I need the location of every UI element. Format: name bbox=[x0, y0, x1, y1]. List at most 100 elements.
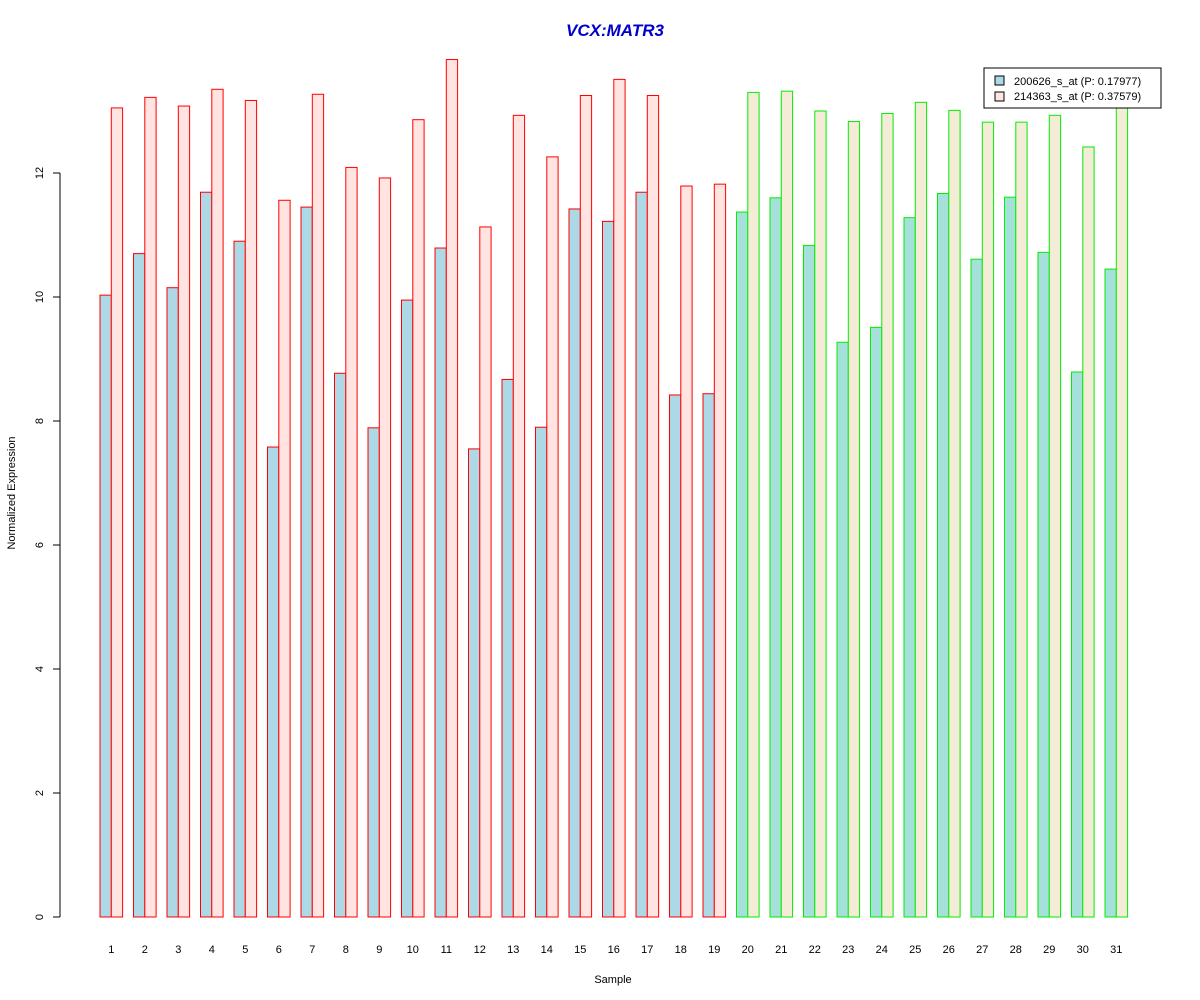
bar-series-1 bbox=[401, 299, 414, 918]
x-tick-label: 27 bbox=[976, 944, 988, 956]
bar-series-1 bbox=[166, 287, 179, 918]
bar-series-1 bbox=[535, 426, 548, 918]
x-tick-label: 25 bbox=[909, 944, 921, 956]
x-tick-label: 17 bbox=[641, 944, 653, 956]
y-tick-label: 8 bbox=[34, 418, 46, 424]
bar-series-2 bbox=[345, 166, 358, 918]
bar-series-2 bbox=[914, 101, 928, 918]
bar-series-1 bbox=[468, 448, 481, 918]
bar-series-2 bbox=[881, 112, 894, 918]
x-tick-label: 20 bbox=[742, 944, 754, 956]
bar-series-1 bbox=[501, 378, 514, 918]
y-tick-label: 4 bbox=[34, 666, 46, 672]
bar-series-2 bbox=[613, 78, 626, 918]
bar-series-1 bbox=[367, 427, 380, 918]
x-tick-label: 15 bbox=[574, 944, 586, 956]
bar-series-2 bbox=[747, 91, 760, 918]
x-tick-label: 8 bbox=[343, 944, 349, 956]
chart-title: VCX:MATR3 bbox=[566, 21, 664, 40]
bar-series-2 bbox=[981, 121, 995, 918]
bar-series-2 bbox=[780, 90, 794, 918]
bar-series-1 bbox=[669, 394, 682, 918]
bar-series-2 bbox=[177, 105, 191, 918]
legend-swatch-series-2 bbox=[994, 91, 1005, 102]
legend-box bbox=[983, 67, 1162, 109]
bar-series-1 bbox=[736, 211, 749, 918]
bar-series-2 bbox=[1048, 114, 1062, 918]
x-axis-label: Sample bbox=[594, 974, 631, 986]
legend-label-series-2: 214363_s_at (P: 0.37579) bbox=[1014, 91, 1141, 103]
bar-series-2 bbox=[144, 96, 157, 918]
bar-series-2 bbox=[579, 95, 593, 918]
bar-series-1 bbox=[233, 240, 246, 918]
x-tick-label: 16 bbox=[608, 944, 620, 956]
x-tick-label: 23 bbox=[842, 944, 854, 956]
x-tick-label: 9 bbox=[376, 944, 382, 956]
bar-series-2 bbox=[412, 119, 425, 918]
bar-series-2 bbox=[445, 59, 459, 918]
y-axis-label: Normalized Expression bbox=[6, 436, 18, 549]
bar-series-2 bbox=[1115, 107, 1129, 918]
y-tick-label: 2 bbox=[34, 790, 46, 796]
bar-series-1 bbox=[99, 294, 112, 918]
x-tick-label: 6 bbox=[276, 944, 282, 956]
bar-series-1 bbox=[702, 393, 715, 918]
x-tick-label: 21 bbox=[775, 944, 787, 956]
bar-series-1 bbox=[602, 220, 615, 918]
y-axis: 0 2 4 6 8 10 12 bbox=[34, 167, 61, 920]
y-tick-label: 0 bbox=[34, 914, 46, 920]
y-tick-label: 10 bbox=[34, 291, 46, 303]
x-tick-label: 7 bbox=[309, 944, 315, 956]
bar-series-2 bbox=[847, 121, 861, 918]
x-tick-label: 2 bbox=[142, 944, 148, 956]
bar-series-1 bbox=[836, 341, 849, 918]
x-tick-label: 5 bbox=[242, 944, 248, 956]
x-tick-label: 28 bbox=[1010, 944, 1022, 956]
bar-series-2 bbox=[378, 177, 392, 918]
bar-series-1 bbox=[434, 247, 447, 918]
x-tick-label: 14 bbox=[541, 944, 553, 956]
bar-series-1 bbox=[870, 326, 883, 918]
x-tick-label: 31 bbox=[1110, 944, 1122, 956]
x-tick-label: 24 bbox=[876, 944, 888, 956]
bar-series-2 bbox=[713, 183, 727, 918]
x-tick-label: 12 bbox=[474, 944, 486, 956]
y-tick-label: 6 bbox=[34, 542, 46, 548]
x-tick-label: 10 bbox=[407, 944, 419, 956]
x-tick-label: 13 bbox=[507, 944, 519, 956]
bar-series-1 bbox=[300, 206, 313, 918]
bar-series-2 bbox=[646, 95, 660, 918]
x-tick-label: 11 bbox=[441, 944, 452, 956]
bar-series-2 bbox=[546, 156, 559, 918]
legend-label-series-1: 200626_s_at (P: 0.17977) bbox=[1014, 76, 1141, 88]
bar-series-1 bbox=[267, 446, 280, 918]
bar-series-1 bbox=[1004, 196, 1017, 918]
bar-series-2 bbox=[814, 110, 827, 918]
y-tick-label: 12 bbox=[34, 167, 46, 179]
bar-series-1 bbox=[568, 208, 581, 918]
bar-series-2 bbox=[1015, 121, 1028, 918]
bar-series-1 bbox=[769, 197, 782, 918]
x-tick-label: 4 bbox=[209, 944, 215, 956]
bar-series-2 bbox=[479, 226, 492, 918]
bar-series-1 bbox=[903, 217, 916, 918]
x-tick-label: 18 bbox=[675, 944, 687, 956]
bar-series-2 bbox=[948, 109, 961, 918]
x-tick-label: 3 bbox=[175, 944, 181, 956]
x-tick-label: 30 bbox=[1077, 944, 1089, 956]
bar-series-2 bbox=[680, 185, 693, 918]
bar-series-1 bbox=[200, 191, 213, 918]
x-tick-label: 19 bbox=[708, 944, 720, 956]
x-axis: 1 2 3 4 5 6 7 8 9 10 11 12 13 14 15 16 17 18 19 20 21 22 23 24 2… bbox=[108, 944, 1122, 956]
bar-series-1 bbox=[133, 253, 146, 918]
bar-series-1 bbox=[937, 192, 950, 918]
bar-series-2 bbox=[311, 93, 325, 918]
bar-series-1 bbox=[1037, 251, 1050, 918]
x-tick-label: 29 bbox=[1043, 944, 1055, 956]
bar-series-2 bbox=[110, 107, 124, 918]
bar-series-1 bbox=[635, 191, 648, 918]
legend-swatch-series-1 bbox=[994, 75, 1005, 86]
bar-series-2 bbox=[512, 114, 526, 918]
